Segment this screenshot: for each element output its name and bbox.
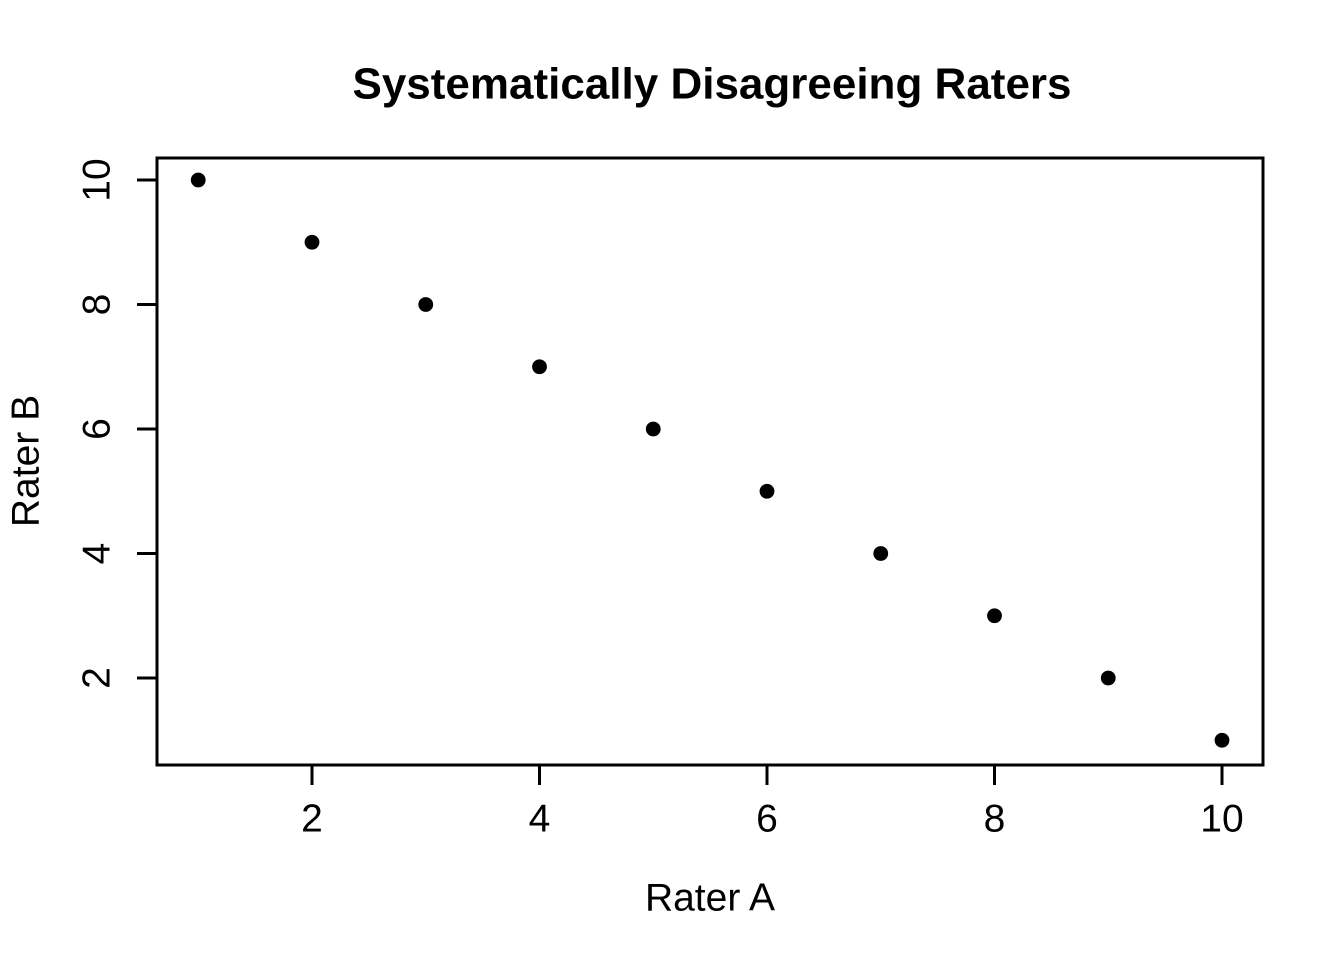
x-axis-ticks: 2 4 6 8 10 [301,765,1244,841]
x-tick-label: 6 [756,798,778,841]
y-tick-label: 8 [76,294,119,316]
y-axis-label: Rater B [5,395,48,527]
plot-title: Systematically Disagreeing Raters [352,60,1071,109]
x-tick-label: 4 [529,798,551,841]
data-point [532,359,547,375]
x-tick-label: 8 [984,798,1006,841]
data-point [418,297,434,312]
x-tick-label: 2 [301,798,323,841]
y-tick-label: 2 [76,667,119,689]
data-point [987,608,1002,624]
y-axis-ticks: 2 4 6 8 10 [76,158,157,689]
y-tick-label: 4 [76,543,119,565]
y-tick-label: 10 [76,158,119,201]
data-point [304,234,320,250]
y-tick-label: 6 [76,418,119,440]
data-point [873,546,889,561]
data-point [190,172,206,188]
plot-box [155,156,1265,767]
data-points [190,172,1230,748]
x-axis-label: Rater A [645,877,775,920]
data-point [1100,670,1116,686]
data-point [1214,732,1230,748]
data-point [645,421,661,437]
data-point [759,483,775,499]
x-tick-label: 10 [1200,798,1243,841]
